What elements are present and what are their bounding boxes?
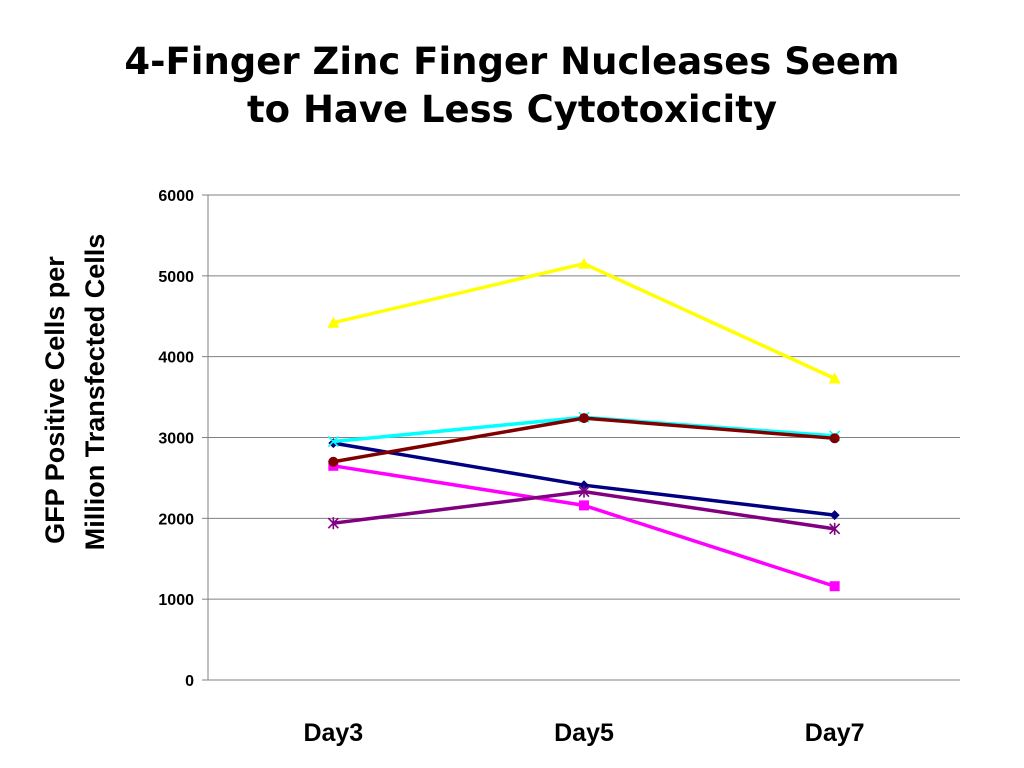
series-6 — [328, 413, 840, 467]
x-category-label: Day7 — [805, 719, 865, 747]
y-tick-label: 2000 — [158, 511, 194, 528]
data-point-circle — [579, 413, 589, 424]
axes — [202, 194, 960, 681]
data-point-triangle — [327, 316, 340, 328]
data-point-diamond — [579, 480, 589, 491]
data-point-circle — [829, 433, 840, 444]
y-tick-label: 1000 — [158, 592, 194, 609]
data-point-star — [578, 485, 590, 498]
title-line-2: to Have Less Cytotoxicity — [246, 88, 778, 131]
y-axis-label-line-2: Million Transfected Cells — [80, 234, 110, 551]
data-point-square — [829, 581, 840, 592]
data-point-diamond — [829, 510, 840, 521]
data-point-circle — [328, 456, 339, 467]
x-category-labels: Day3 Day5 Day7 — [303, 719, 864, 747]
series-5 — [327, 485, 841, 535]
y-tick-label: 4000 — [158, 350, 194, 367]
data-point-x-stroke — [327, 435, 339, 448]
data-point-x — [327, 435, 339, 448]
x-category-label: Day3 — [303, 719, 363, 747]
data-point-triangle — [578, 257, 590, 269]
y-axis-label: GFP Positive Cells per Million Transfect… — [40, 234, 110, 551]
slide-title: 4-Finger Zinc Finger Nucleases Seem to H… — [40, 38, 984, 134]
gridlines — [208, 194, 960, 600]
y-tick-label: 0 — [185, 673, 194, 690]
data-point-star — [829, 522, 841, 535]
x-category-label: Day5 — [554, 719, 614, 747]
series-3 — [327, 257, 841, 384]
y-tick-label: 5000 — [158, 269, 194, 286]
y-tick-labels: 0 1000 2000 3000 4000 5000 6000 — [158, 188, 194, 690]
title-line-1: 4-Finger Zinc Finger Nucleases Seem — [124, 40, 900, 83]
y-tick-label: 6000 — [158, 188, 194, 205]
y-axis-label-line-1: GFP Positive Cells per — [40, 256, 70, 544]
y-tick-label: 3000 — [158, 431, 194, 448]
data-point-square — [579, 500, 589, 511]
series-lines — [327, 257, 841, 592]
data-point-triangle — [828, 372, 841, 384]
series-line — [332, 261, 836, 381]
data-point-star — [327, 517, 339, 530]
